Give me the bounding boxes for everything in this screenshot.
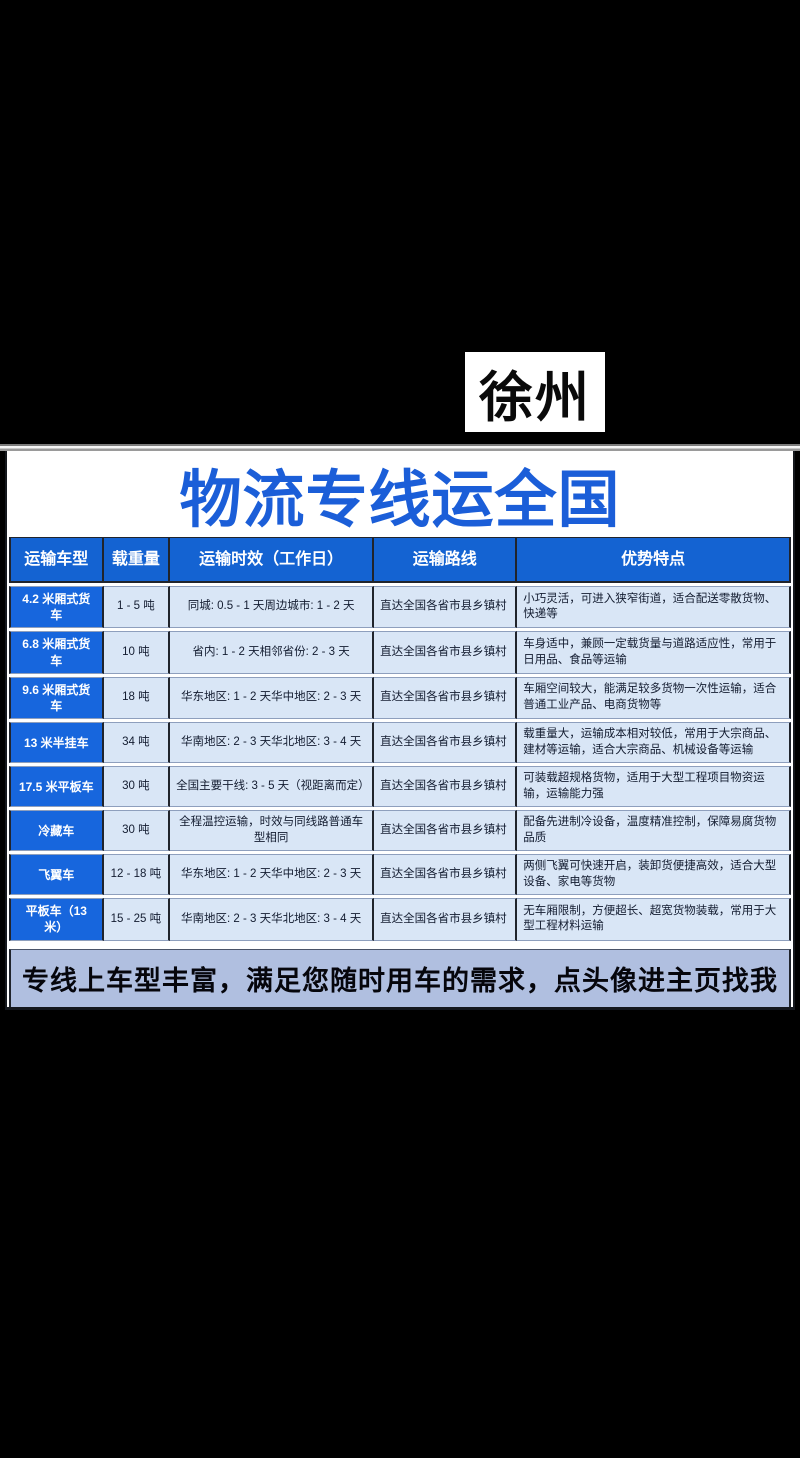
location-badge-text: 徐州 [479, 367, 591, 428]
cell-vehicle: 4.2 米厢式货车 [9, 586, 104, 629]
table-header-row: 运输车型 载重量 运输时效（工作日） 运输路线 优势特点 [9, 537, 791, 583]
cell-capacity: 30 吨 [103, 766, 171, 808]
footer-banner: 专线上车型丰富，满足您随时用车的需求，点头像进主页找我 [9, 949, 791, 1007]
table-row: 平板车（13 米） 15 - 25 吨华南地区: 2 - 3 天华北地区: 3 -… [9, 898, 791, 941]
cell-route: 直达全国各省市县乡镇村 [374, 854, 518, 896]
footer-banner-text: 专线上车型丰富，满足您随时用车的需求，点头像进主页找我 [22, 966, 778, 996]
column-header-capacity: 载重量 [103, 537, 171, 583]
cell-features: 车身适中，兼顾一定载货量与道路适应性，常用于日用品、食品等运输 [517, 631, 791, 674]
page-title: 物流专线运全国 [179, 466, 621, 535]
cell-time: 省内: 1 - 2 天相邻省份: 2 - 3 天 [170, 631, 375, 674]
column-header-vehicle: 运输车型 [9, 537, 104, 583]
cell-vehicle: 飞翼车 [9, 854, 104, 896]
table-body: 4.2 米厢式货车 1 - 5 吨同城: 0.5 - 1 天周边城市: 1 - 2… [9, 586, 791, 941]
table-row: 冷藏车 30 吨全程温控运输，时效与同线路普通车型相同 直达全国各省市县乡镇村 配备先… [9, 810, 791, 852]
cell-route: 直达全国各省市县乡镇村 [374, 766, 518, 808]
cell-time: 全程温控运输，时效与同线路普通车型相同 [170, 810, 375, 852]
cell-time: 华东地区: 1 - 2 天华中地区: 2 - 3 天 [170, 676, 375, 720]
cell-route: 直达全国各省市县乡镇村 [374, 676, 518, 720]
cell-features: 可装载超规格货物，适用于大型工程项目物资运输，运输能力强 [517, 766, 791, 808]
cell-vehicle: 9.6 米厢式货车 [9, 676, 104, 720]
table-row: 4.2 米厢式货车 1 - 5 吨同城: 0.5 - 1 天周边城市: 1 - 2… [9, 586, 791, 629]
cell-time: 华南地区: 2 - 3 天华北地区: 3 - 4 天 [170, 898, 375, 941]
cell-route: 直达全国各省市县乡镇村 [374, 810, 518, 852]
cell-capacity: 30 吨 [103, 810, 171, 852]
table-row: 飞翼车 12 - 18 吨华东地区: 1 - 2 天华中地区: 2 - 3 天直达… [9, 854, 791, 896]
table-row: 13 米半挂车 34 吨华南地区: 2 - 3 天华北地区: 3 - 4 天直达全… [9, 722, 791, 764]
cell-features: 载重量大，运输成本相对较低，常用于大宗商品、建材等运输，适合大宗商品、机械设备等… [517, 722, 791, 764]
divider-line [0, 444, 800, 451]
column-header-time: 运输时效（工作日） [170, 537, 375, 583]
cell-capacity: 10 吨 [103, 631, 171, 674]
cell-vehicle: 13 米半挂车 [9, 722, 104, 764]
cell-capacity: 15 - 25 吨 [103, 898, 171, 941]
cell-time: 全国主要干线: 3 - 5 天（视距离而定） [170, 766, 375, 808]
location-badge: 徐州 [465, 352, 605, 432]
cell-route: 直达全国各省市县乡镇村 [374, 631, 518, 674]
cell-vehicle: 6.8 米厢式货车 [9, 631, 104, 674]
table-row: 6.8 米厢式货车 10 吨省内: 1 - 2 天相邻省份: 2 - 3 天直达全… [9, 631, 791, 674]
cell-time: 华东地区: 1 - 2 天华中地区: 2 - 3 天 [170, 854, 375, 896]
vehicle-table: 运输车型 载重量 运输时效（工作日） 运输路线 优势特点 4.2 米厢式货车 1 - 5 … [9, 537, 791, 949]
cell-capacity: 12 - 18 吨 [103, 854, 171, 896]
cell-features: 无车厢限制，方便超长、超宽货物装载，常用于大型工程材料运输 [517, 898, 791, 941]
column-header-features: 优势特点 [517, 537, 791, 583]
cell-features: 两侧飞翼可快速开启，装卸货便捷高效，适合大型设备、家电等货物 [517, 854, 791, 896]
cell-capacity: 18 吨 [103, 676, 171, 720]
cell-features: 车厢空间较大，能满足较多货物一次性运输，适合普通工业产品、电商货物等 [517, 676, 791, 720]
cell-vehicle: 17.5 米平板车 [9, 766, 104, 808]
cell-route: 直达全国各省市县乡镇村 [374, 586, 518, 629]
cell-vehicle: 平板车（13 米） [9, 898, 104, 941]
table-row: 17.5 米平板车 30 吨全国主要干线: 3 - 5 天（视距离而定） 直达全国各… [9, 766, 791, 808]
cell-features: 小巧灵活，可进入狭窄街道，适合配送零散货物、快递等 [517, 586, 791, 629]
cell-time: 同城: 0.5 - 1 天周边城市: 1 - 2 天 [170, 586, 375, 629]
cell-route: 直达全国各省市县乡镇村 [374, 898, 518, 941]
cell-capacity: 1 - 5 吨 [103, 586, 171, 629]
column-header-route: 运输路线 [374, 537, 518, 583]
cell-time: 华南地区: 2 - 3 天华北地区: 3 - 4 天 [170, 722, 375, 764]
cell-features: 配备先进制冷设备，温度精准控制，保障易腐货物品质 [517, 810, 791, 852]
table-row: 9.6 米厢式货车 18 吨华东地区: 1 - 2 天华中地区: 2 - 3 天直… [9, 676, 791, 720]
cell-vehicle: 冷藏车 [9, 810, 104, 852]
cell-capacity: 34 吨 [103, 722, 171, 764]
cell-route: 直达全国各省市县乡镇村 [374, 722, 518, 764]
main-panel: 物流专线运全国 运输车型 载重量 运输时效（工作日） 运输路线 优势特点 4.2 米厢式… [5, 451, 795, 1010]
